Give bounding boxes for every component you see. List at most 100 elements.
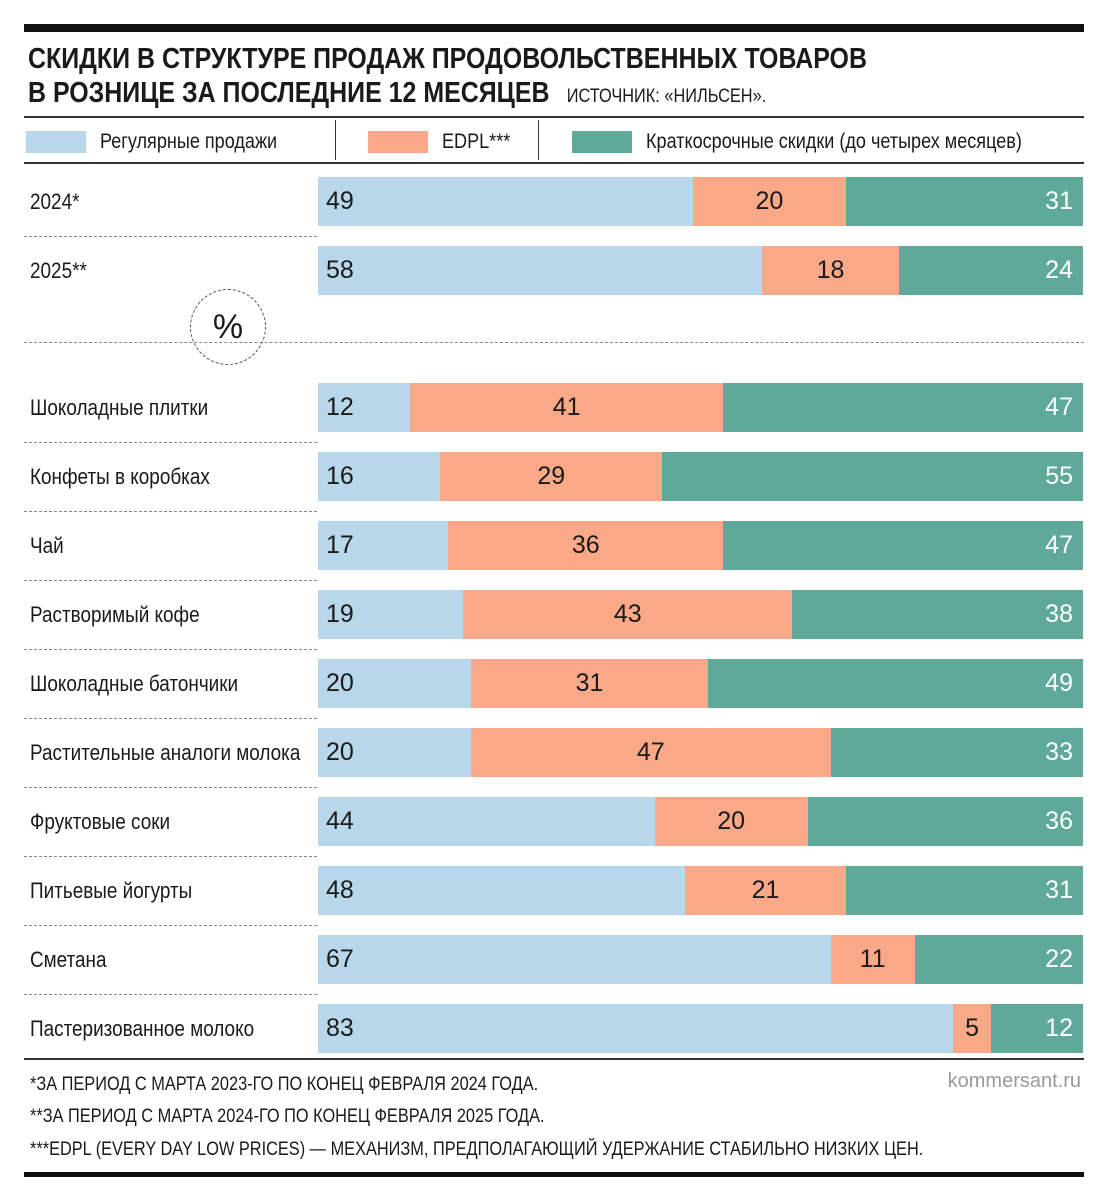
row-separator: [24, 994, 317, 995]
category-label: Растворимый кофе: [30, 590, 227, 639]
category-label-text: Растворимый кофе: [30, 602, 200, 627]
data-label: 5: [965, 1014, 980, 1042]
row-separator: [24, 511, 317, 512]
bar-segment-short: 36: [807, 797, 1083, 846]
data-label: 38: [1045, 600, 1073, 628]
bar-segment-short: 47: [723, 383, 1083, 432]
data-label: 41: [552, 393, 581, 421]
data-label: 67: [326, 945, 354, 973]
data-label: 20: [326, 738, 354, 766]
divider: [24, 116, 1084, 118]
category-label: Шоколадные батончики: [30, 659, 272, 708]
bottom-rule: [24, 1172, 1084, 1177]
data-label: 47: [636, 738, 665, 766]
data-label: 49: [1045, 669, 1073, 697]
bar-segment-regular: 17: [318, 521, 449, 570]
divider: [24, 1058, 1084, 1060]
footnote-1: *ЗА ПЕРИОД С МАРТА 2023-ГО ПО КОНЕЦ ФЕВР…: [30, 1074, 539, 1095]
category-label: Питьевые йогурты: [30, 866, 219, 915]
data-label: 12: [326, 393, 354, 421]
data-label: 36: [571, 531, 600, 559]
legend-label: Регулярные продажи: [100, 130, 278, 153]
brand-logo: kommersant.ru: [947, 1070, 1081, 1092]
legend-swatch-short: [572, 131, 632, 153]
data-label: 19: [326, 600, 354, 628]
category-label-text: 2025**: [30, 258, 87, 283]
category-label-text: Растительные аналоги молока: [30, 740, 301, 765]
legend-label: Краткосрочные скидки (до четырех месяцев…: [646, 130, 1022, 153]
category-label-text: 2024*: [30, 189, 80, 214]
data-label: 29: [537, 462, 566, 490]
bar-segment-edpl: 20: [654, 797, 808, 846]
bar-segment-edpl: 20: [692, 177, 846, 226]
bar-segment-edpl: 18: [761, 246, 900, 295]
data-label: 20: [717, 807, 745, 835]
data-label: 11: [859, 945, 886, 973]
category-label: 2025**: [30, 246, 96, 295]
title-line-1: СКИДКИ В СТРУКТУРЕ ПРОДАЖ ПРОДОВОЛЬСТВЕН…: [28, 43, 867, 75]
bar-segment-short: 12: [991, 1004, 1083, 1053]
legend-item-short: Краткосрочные скидки (до четырех месяцев…: [572, 128, 1083, 156]
bar-segment-edpl: 36: [448, 521, 724, 570]
data-label: 44: [326, 807, 354, 835]
bar-segment-edpl: 43: [463, 590, 793, 639]
data-label: 17: [326, 531, 354, 559]
category-label: Фруктовые соки: [30, 797, 193, 846]
bar-segment-regular: 19: [318, 590, 464, 639]
category-label-text: Пастеризованное молоко: [30, 1016, 255, 1041]
chart-title: СКИДКИ В СТРУКТУРЕ ПРОДАЖ ПРОДОВОЛЬСТВЕН…: [28, 42, 1004, 114]
legend-label: EDPL***: [442, 130, 511, 153]
bar-segment-edpl: 31: [471, 659, 709, 708]
data-label: 55: [1045, 462, 1073, 490]
bar-segment-short: 47: [723, 521, 1083, 570]
data-label: 33: [1045, 738, 1073, 766]
legend-item-regular: Регулярные продажи: [26, 128, 306, 156]
data-label: 21: [751, 876, 780, 904]
data-label: 58: [326, 256, 354, 284]
bar-segment-short: 24: [899, 246, 1083, 295]
row-separator: [24, 649, 317, 650]
bar-segment-short: 38: [792, 590, 1083, 639]
bar-segment-regular: 83: [318, 1004, 953, 1053]
legend-swatch-edpl: [368, 131, 428, 153]
bar-segment-edpl: 29: [440, 452, 663, 501]
category-label-text: Питьевые йогурты: [30, 878, 193, 903]
data-label: 47: [1045, 531, 1073, 559]
data-label: 47: [1045, 393, 1073, 421]
bar-segment-edpl: 5: [952, 1004, 992, 1053]
top-rule: [24, 24, 1084, 32]
bar-segment-regular: 20: [318, 659, 471, 708]
legend-separator: [335, 120, 336, 160]
category-label-text: Сметана: [30, 947, 107, 972]
bar-segment-short: 33: [830, 728, 1083, 777]
bar-segment-regular: 48: [318, 866, 686, 915]
bar-segment-regular: 12: [318, 383, 410, 432]
bar-segment-regular: 49: [318, 177, 693, 226]
legend-separator: [538, 120, 539, 160]
source-note: ИСТОЧНИК: «НИЛЬСЕН».: [566, 86, 767, 107]
category-label-text: Шоколадные плитки: [30, 395, 209, 420]
bar-segment-regular: 20: [318, 728, 471, 777]
category-label-text: Чай: [30, 533, 64, 558]
data-label: 20: [755, 187, 784, 215]
data-label: 18: [816, 256, 845, 284]
divider: [24, 162, 1084, 164]
group-separator: [24, 342, 1084, 343]
footnote-3: ***EDPL (EVERY DAY LOW PRICES) — МЕХАНИЗ…: [30, 1139, 924, 1160]
bar-segment-edpl: 11: [830, 935, 915, 984]
category-label: 2024*: [30, 177, 88, 226]
bar-segment-short: 49: [708, 659, 1083, 708]
bar-segment-short: 22: [914, 935, 1083, 984]
bar-segment-regular: 67: [318, 935, 831, 984]
bar-segment-short: 55: [662, 452, 1083, 501]
category-label: Растительные аналоги молока: [30, 728, 344, 777]
data-label: 49: [326, 187, 354, 215]
row-separator: [24, 925, 317, 926]
category-label: Сметана: [30, 935, 119, 984]
data-label: 31: [1045, 187, 1073, 215]
row-separator: [24, 442, 317, 443]
data-label: 31: [575, 669, 604, 697]
bar-segment-edpl: 47: [471, 728, 831, 777]
data-label: 12: [1045, 1014, 1073, 1042]
category-label-text: Шоколадные батончики: [30, 671, 239, 696]
